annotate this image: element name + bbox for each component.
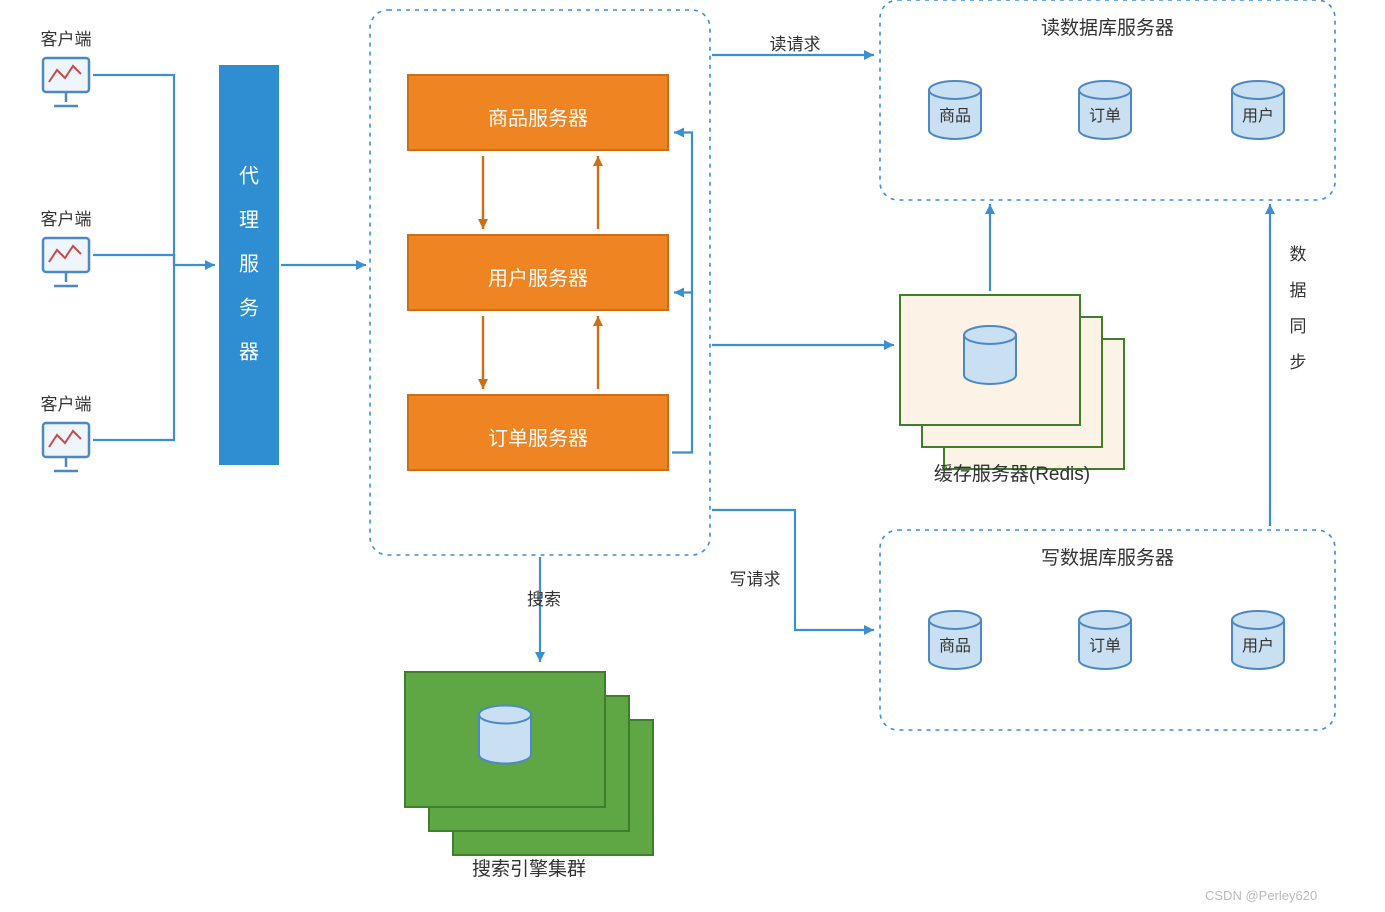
edge (93, 75, 174, 265)
db-icon: 用户 (1232, 81, 1284, 139)
client: 客户端 (41, 210, 92, 286)
proxy-label-char: 理 (239, 209, 259, 231)
write-db-title: 写数据库服务器 (1041, 547, 1174, 569)
proxy-label-char: 服 (239, 253, 259, 275)
db-icon (479, 706, 531, 764)
read-db-title: 读数据库服务器 (1041, 17, 1174, 39)
db-icon: 用户 (1232, 611, 1284, 669)
db-label: 商品 (939, 637, 971, 655)
edge-label-search: 搜索 (527, 590, 561, 609)
search-label: 搜索引擎集群 (472, 858, 586, 880)
edge-label-sync-char: 同 (1290, 317, 1307, 336)
proxy-label-char: 代 (239, 164, 259, 187)
service-label: 商品服务器 (488, 107, 588, 130)
client-label: 客户端 (41, 210, 92, 229)
service-label: 订单服务器 (488, 427, 588, 450)
client-label: 客户端 (41, 30, 92, 49)
edge-label-read: 读请求 (770, 35, 821, 54)
edge-label-sync-char: 步 (1290, 353, 1307, 372)
client-label: 客户端 (41, 395, 92, 414)
db-label: 用户 (1242, 637, 1274, 655)
edge-label-sync-char: 数 (1290, 245, 1307, 264)
service-label: 用户服务器 (488, 267, 588, 290)
edge (93, 265, 174, 440)
edge-label-write: 写请求 (730, 570, 781, 589)
watermark: CSDN @Perley620 (1205, 888, 1317, 903)
db-icon: 订单 (1079, 611, 1131, 669)
db-label: 用户 (1242, 107, 1274, 125)
proxy-label-char: 器 (239, 341, 259, 363)
db-icon: 商品 (929, 611, 981, 669)
proxy-label-char: 务 (239, 296, 259, 319)
db-label: 订单 (1089, 107, 1121, 125)
client: 客户端 (41, 395, 92, 471)
db-label: 订单 (1089, 637, 1121, 655)
edge-label-sync-char: 据 (1290, 281, 1307, 300)
cache-label: 缓存服务器(Redis) (934, 463, 1090, 485)
edge (93, 255, 174, 265)
db-label: 商品 (939, 107, 971, 125)
db-icon (964, 326, 1016, 384)
db-icon: 商品 (929, 81, 981, 139)
db-icon: 订单 (1079, 81, 1131, 139)
client: 客户端 (41, 30, 92, 106)
